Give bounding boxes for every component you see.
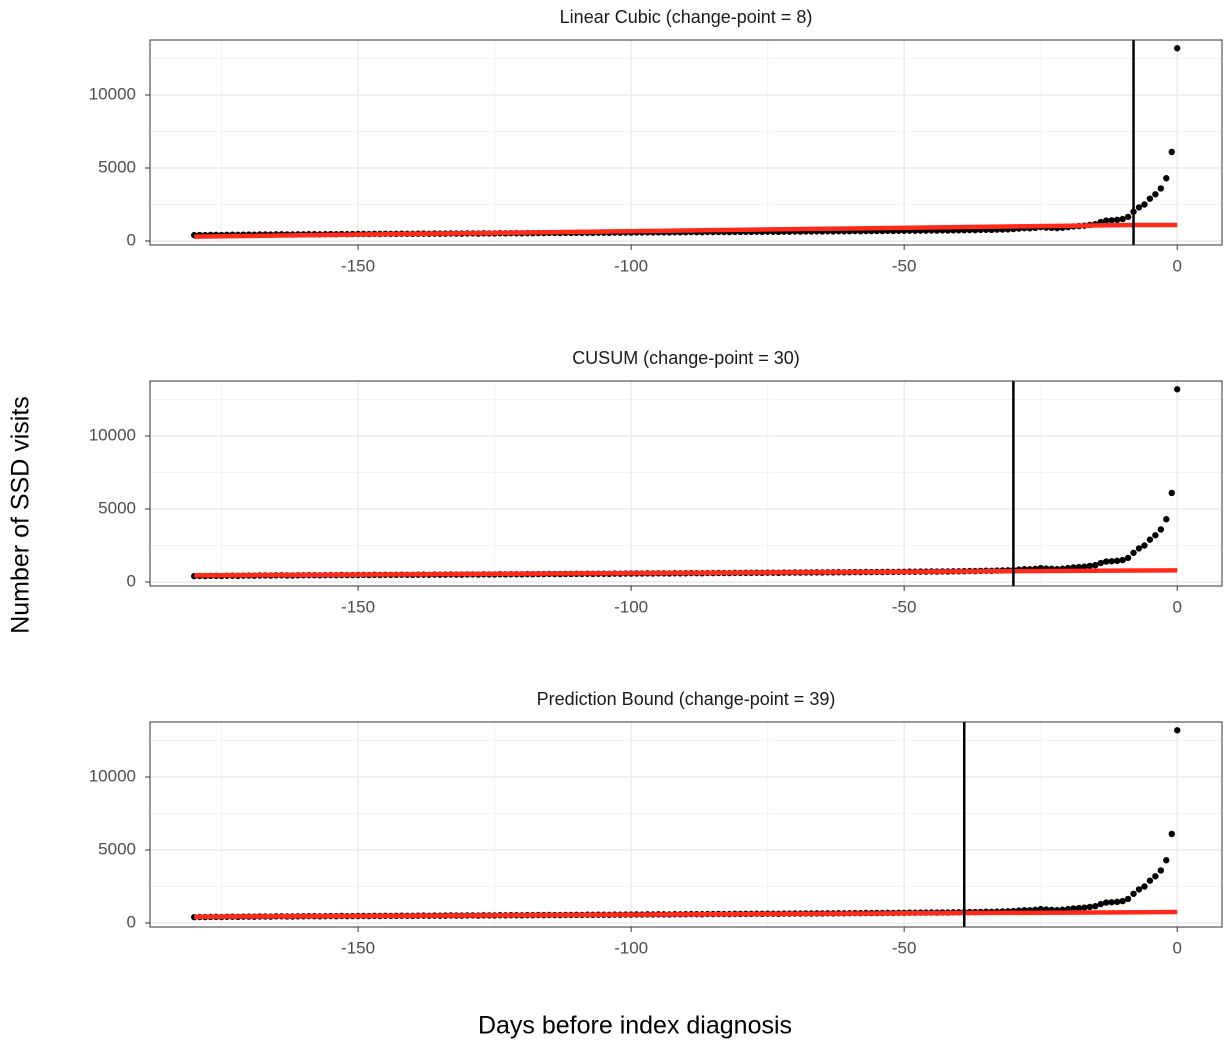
data-point <box>1130 890 1137 897</box>
data-point <box>1113 557 1121 565</box>
data-point <box>1152 532 1159 539</box>
data-point <box>1130 549 1137 556</box>
data-point <box>1103 217 1110 224</box>
x-tick-label: -150 <box>341 256 375 275</box>
plot-background <box>150 722 1222 927</box>
data-point <box>1124 554 1132 562</box>
data-point <box>1086 562 1094 570</box>
data-point <box>1157 185 1165 192</box>
data-point <box>1124 213 1132 221</box>
data-point <box>1081 904 1088 911</box>
x-tick-label: -50 <box>892 938 917 957</box>
data-point <box>1070 905 1077 912</box>
y-tick-label: 0 <box>127 230 136 249</box>
panel-border <box>149 39 1223 246</box>
data-point <box>1081 563 1088 570</box>
data-point <box>1086 903 1094 911</box>
panel-border <box>149 380 1223 587</box>
x-axis-title: Days before index diagnosis <box>478 1012 792 1040</box>
data-point <box>1168 830 1175 838</box>
data-point <box>1174 727 1181 734</box>
y-tick-label: 10000 <box>89 425 136 444</box>
data-point <box>1135 545 1143 552</box>
data-point <box>1103 558 1110 565</box>
y-tick-label: 5000 <box>98 157 136 176</box>
data-point <box>1152 873 1159 880</box>
data-point <box>1092 903 1099 910</box>
data-point <box>1119 556 1126 564</box>
data-point <box>1135 886 1143 893</box>
data-point <box>1113 216 1121 224</box>
data-point <box>1135 204 1143 211</box>
data-point <box>1141 883 1148 890</box>
x-tick-label: -100 <box>614 938 648 957</box>
data-point <box>1108 217 1115 224</box>
data-point <box>1174 386 1181 393</box>
data-point <box>1157 526 1165 533</box>
x-tick-label: -50 <box>892 597 917 616</box>
fit-line <box>194 909 1178 919</box>
panel-title: CUSUM (change-point = 30) <box>572 348 800 368</box>
data-point <box>1174 45 1181 52</box>
data-point <box>1152 191 1159 198</box>
y-axis-title: Number of SSD visits <box>7 396 35 634</box>
plot-background <box>150 40 1222 245</box>
data-point <box>1163 857 1170 864</box>
data-point <box>1146 877 1154 884</box>
data-point <box>1119 215 1126 223</box>
data-point <box>1097 900 1104 908</box>
data-point <box>1108 899 1115 906</box>
data-point <box>1097 559 1104 567</box>
plot-background <box>150 381 1222 586</box>
y-tick-label: 10000 <box>89 84 136 103</box>
x-tick-label: 0 <box>1172 256 1181 275</box>
data-point <box>1163 175 1170 182</box>
data-point <box>1124 895 1132 903</box>
data-point <box>1075 904 1083 912</box>
data-point <box>1163 516 1170 523</box>
data-point <box>1168 148 1175 156</box>
data-point <box>1119 897 1126 905</box>
panel-border <box>149 721 1223 928</box>
y-tick-label: 5000 <box>98 839 136 858</box>
x-tick-label: -50 <box>892 256 917 275</box>
data-point <box>1092 562 1099 569</box>
data-point <box>1141 542 1148 549</box>
data-point <box>1108 558 1115 565</box>
y-tick-label: 10000 <box>89 766 136 785</box>
y-tick-label: 5000 <box>98 498 136 517</box>
x-tick-label: -100 <box>614 256 648 275</box>
panel-title: Linear Cubic (change-point = 8) <box>560 7 813 27</box>
data-point <box>1141 201 1148 208</box>
data-point <box>1146 536 1154 543</box>
data-point <box>1146 195 1154 202</box>
x-tick-label: 0 <box>1172 597 1181 616</box>
x-tick-label: 0 <box>1172 938 1181 957</box>
x-tick-label: -150 <box>341 938 375 957</box>
data-point <box>1157 867 1165 874</box>
x-tick-label: -150 <box>341 597 375 616</box>
data-point <box>1113 898 1121 906</box>
y-tick-label: 0 <box>127 571 136 590</box>
x-tick-label: -100 <box>614 597 648 616</box>
y-tick-label: 0 <box>127 912 136 931</box>
data-point <box>1103 899 1110 906</box>
data-point <box>1168 489 1175 497</box>
panel-title: Prediction Bound (change-point = 39) <box>537 689 836 709</box>
